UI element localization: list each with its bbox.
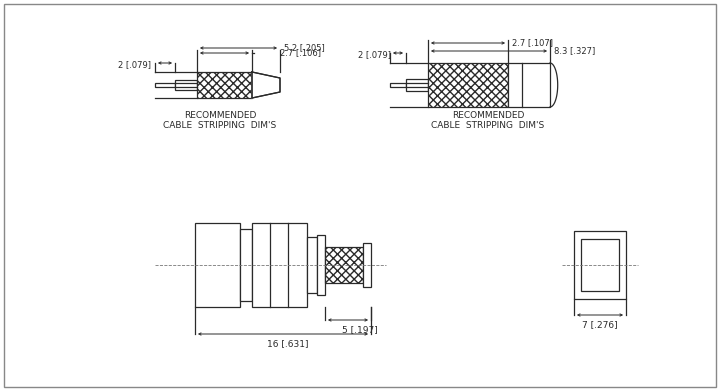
Text: 5.2 [.205]: 5.2 [.205] [284,43,325,52]
Text: CABLE  STRIPPING  DIM'S: CABLE STRIPPING DIM'S [431,122,544,131]
Bar [508,63,550,107]
Bar [428,63,508,107]
Bar [581,239,619,291]
Bar [390,83,406,87]
Bar [307,237,317,293]
Bar [240,229,252,301]
Bar [317,235,325,295]
Polygon shape [252,72,280,98]
Text: 8.3 [.327]: 8.3 [.327] [554,47,595,56]
Text: CABLE  STRIPPING  DIM'S: CABLE STRIPPING DIM'S [163,122,276,131]
Bar [363,243,371,287]
Bar [406,79,428,91]
Text: 2 [.079]: 2 [.079] [358,50,391,59]
Text: 7 [.276]: 7 [.276] [582,321,618,330]
Text: 2.7 [.106]: 2.7 [.106] [280,48,321,57]
Bar [175,80,197,90]
Text: 2.7 [.107]: 2.7 [.107] [512,38,553,47]
Text: RECOMMENDED: RECOMMENDED [452,111,524,120]
Bar [197,72,252,98]
Text: 2 [.079]: 2 [.079] [118,61,151,70]
Text: RECOMMENDED: RECOMMENDED [184,111,256,120]
Bar [195,223,240,307]
Bar [574,231,626,299]
Text: 5 [.197]: 5 [.197] [342,325,378,334]
Bar [155,83,175,87]
Text: 16 [.631]: 16 [.631] [267,339,309,348]
Bar [252,223,307,307]
Bar [325,247,363,283]
